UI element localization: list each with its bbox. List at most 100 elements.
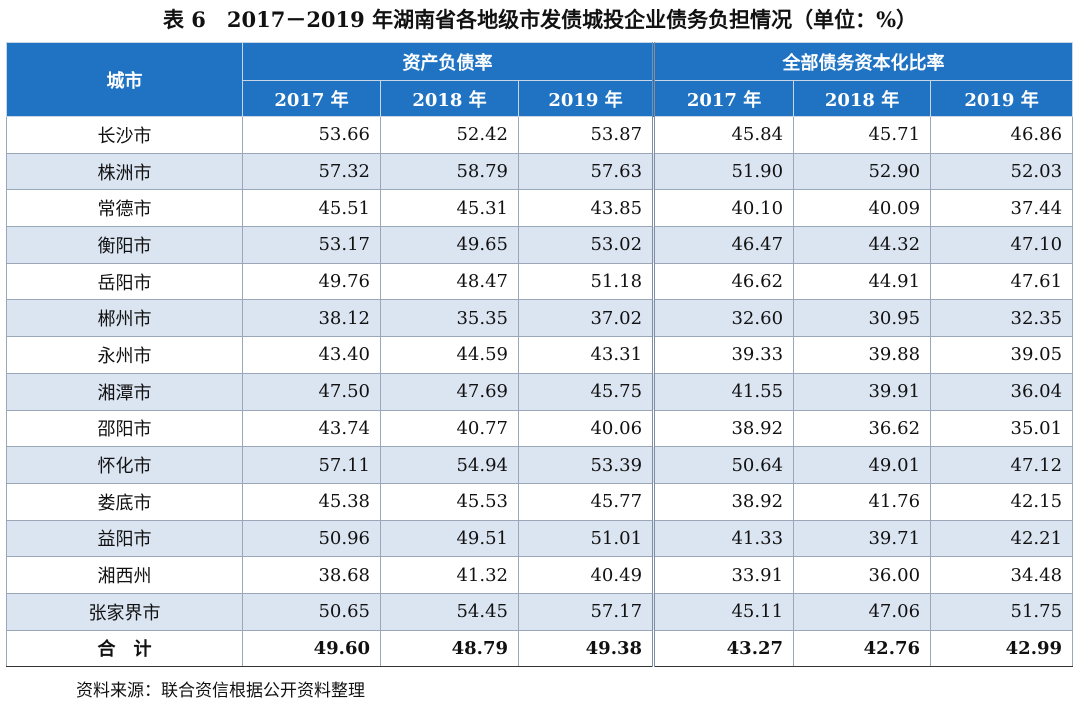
value-cell: 45.77 [517, 482, 655, 521]
value-cell: 43.31 [517, 336, 655, 374]
table-row: 湘西州 38.68 41.32 40.49 33.91 36.00 34.48 [6, 556, 1074, 594]
value-cell: 46.86 [930, 116, 1074, 154]
table-title: 表 6 2017－2019 年湖南省各地级市发债城投企业债务负担情况（单位：%） [162, 7, 918, 32]
value-cell: 51.01 [517, 519, 655, 558]
header-cell: 2019 年 [517, 80, 655, 117]
value-cell: 33.91 [652, 556, 795, 594]
value-cell: 44.32 [793, 226, 932, 264]
value-cell: 50.96 [242, 519, 381, 558]
value-cell: 47.61 [930, 262, 1074, 301]
value-cell: 53.87 [517, 116, 655, 154]
value-cell: 43.40 [242, 336, 381, 374]
value-cell: 39.33 [652, 336, 795, 374]
table-row: 益阳市 50.96 49.51 51.01 41.33 39.71 42.21 [6, 519, 1074, 558]
value-cell: 36.00 [793, 556, 932, 594]
value-cell: 38.12 [242, 299, 381, 338]
value-cell: 46.62 [652, 262, 795, 301]
city-cell: 衡阳市 [6, 226, 243, 264]
value-cell: 38.92 [652, 482, 795, 521]
city-cell: 岳阳市 [6, 262, 243, 301]
table-row: 岳阳市 49.76 48.47 51.18 46.62 44.91 47.61 [6, 262, 1074, 301]
value-cell: 42.76 [793, 629, 932, 668]
city-cell: 益阳市 [6, 519, 243, 558]
value-cell: 45.71 [793, 116, 932, 154]
value-cell: 32.60 [652, 299, 795, 338]
value-cell: 53.02 [517, 226, 655, 264]
value-cell: 35.01 [930, 409, 1074, 448]
value-cell: 44.59 [380, 336, 519, 374]
value-cell: 45.38 [242, 482, 381, 521]
header-cell: 城市 [6, 42, 243, 117]
value-cell: 39.05 [930, 336, 1074, 374]
value-cell: 39.91 [793, 372, 932, 411]
source-note: 资料来源：联合资信根据公开资料整理 [76, 681, 365, 701]
value-cell: 54.45 [380, 592, 519, 631]
value-cell: 45.31 [380, 189, 519, 228]
value-cell: 57.11 [242, 446, 381, 484]
value-cell: 39.71 [793, 519, 932, 558]
table-row: 湘潭市 47.50 47.69 45.75 41.55 39.91 36.04 [6, 372, 1074, 411]
value-cell: 43.27 [652, 629, 795, 668]
value-cell: 42.99 [930, 629, 1074, 668]
city-cell: 邵阳市 [6, 409, 243, 448]
table-row: 永州市 43.40 44.59 43.31 39.33 39.88 39.05 [6, 336, 1074, 374]
value-cell: 47.69 [380, 372, 519, 411]
value-cell: 44.91 [793, 262, 932, 301]
value-cell: 49.76 [242, 262, 381, 301]
value-cell: 46.47 [652, 226, 795, 264]
city-cell: 长沙市 [6, 116, 243, 154]
table-row: 衡阳市 53.17 49.65 53.02 46.47 44.32 47.10 [6, 226, 1074, 264]
value-cell: 49.60 [242, 629, 381, 668]
value-cell: 41.32 [380, 556, 519, 594]
city-cell: 合 计 [6, 629, 243, 668]
value-cell: 48.79 [380, 629, 519, 668]
value-cell: 53.66 [242, 116, 381, 154]
value-cell: 45.11 [652, 592, 795, 631]
value-cell: 47.10 [930, 226, 1074, 264]
city-cell: 永州市 [6, 336, 243, 374]
city-cell: 郴州市 [6, 299, 243, 338]
header-cell: 2018 年 [793, 80, 932, 117]
value-cell: 38.92 [652, 409, 795, 448]
value-cell: 40.77 [380, 409, 519, 448]
value-cell: 57.32 [242, 152, 381, 191]
value-cell: 48.47 [380, 262, 519, 301]
value-cell: 42.15 [930, 482, 1074, 521]
value-cell: 35.35 [380, 299, 519, 338]
value-cell: 42.21 [930, 519, 1074, 558]
table-row: 株洲市 57.32 58.79 57.63 51.90 52.90 52.03 [6, 152, 1074, 191]
value-cell: 40.06 [517, 409, 655, 448]
header-cell: 2017 年 [242, 80, 381, 117]
value-cell: 38.68 [242, 556, 381, 594]
header-cell: 2017 年 [652, 80, 795, 117]
value-cell: 36.04 [930, 372, 1074, 411]
city-cell: 娄底市 [6, 482, 243, 521]
value-cell: 53.39 [517, 446, 655, 484]
header-row: 2017 年 2018 年 2019 年 2017 年 2018 年 2019 年 [7, 80, 1074, 117]
value-cell: 37.44 [930, 189, 1074, 228]
value-cell: 39.88 [793, 336, 932, 374]
value-cell: 37.02 [517, 299, 655, 338]
city-cell: 怀化市 [6, 446, 243, 484]
value-cell: 54.94 [380, 446, 519, 484]
city-cell: 湘潭市 [6, 372, 243, 411]
value-cell: 43.85 [517, 189, 655, 228]
value-cell: 50.65 [242, 592, 381, 631]
value-cell: 45.53 [380, 482, 519, 521]
table-row: 张家界市 50.65 54.45 57.17 45.11 47.06 51.75 [6, 592, 1074, 631]
table-row: 长沙市 53.66 52.42 53.87 45.84 45.71 46.86 [6, 116, 1074, 154]
value-cell: 47.06 [793, 592, 932, 631]
city-cell: 湘西州 [6, 556, 243, 594]
value-cell: 52.03 [930, 152, 1074, 191]
value-cell: 36.62 [793, 409, 932, 448]
value-cell: 34.48 [930, 556, 1074, 594]
header-group: 资产负债率 [241, 42, 655, 81]
value-cell: 52.42 [380, 116, 519, 154]
value-cell: 45.75 [517, 372, 655, 411]
header-cell: 2018 年 [380, 80, 519, 117]
data-table: 城市 资产负债率 全部债务资本化比率 2017 年 2018 年 2019 年 2017 年… [6, 42, 1074, 668]
value-cell: 49.51 [380, 519, 519, 558]
header-cell: 2019 年 [930, 80, 1074, 117]
city-cell: 株洲市 [6, 152, 243, 191]
value-cell: 43.74 [242, 409, 381, 448]
